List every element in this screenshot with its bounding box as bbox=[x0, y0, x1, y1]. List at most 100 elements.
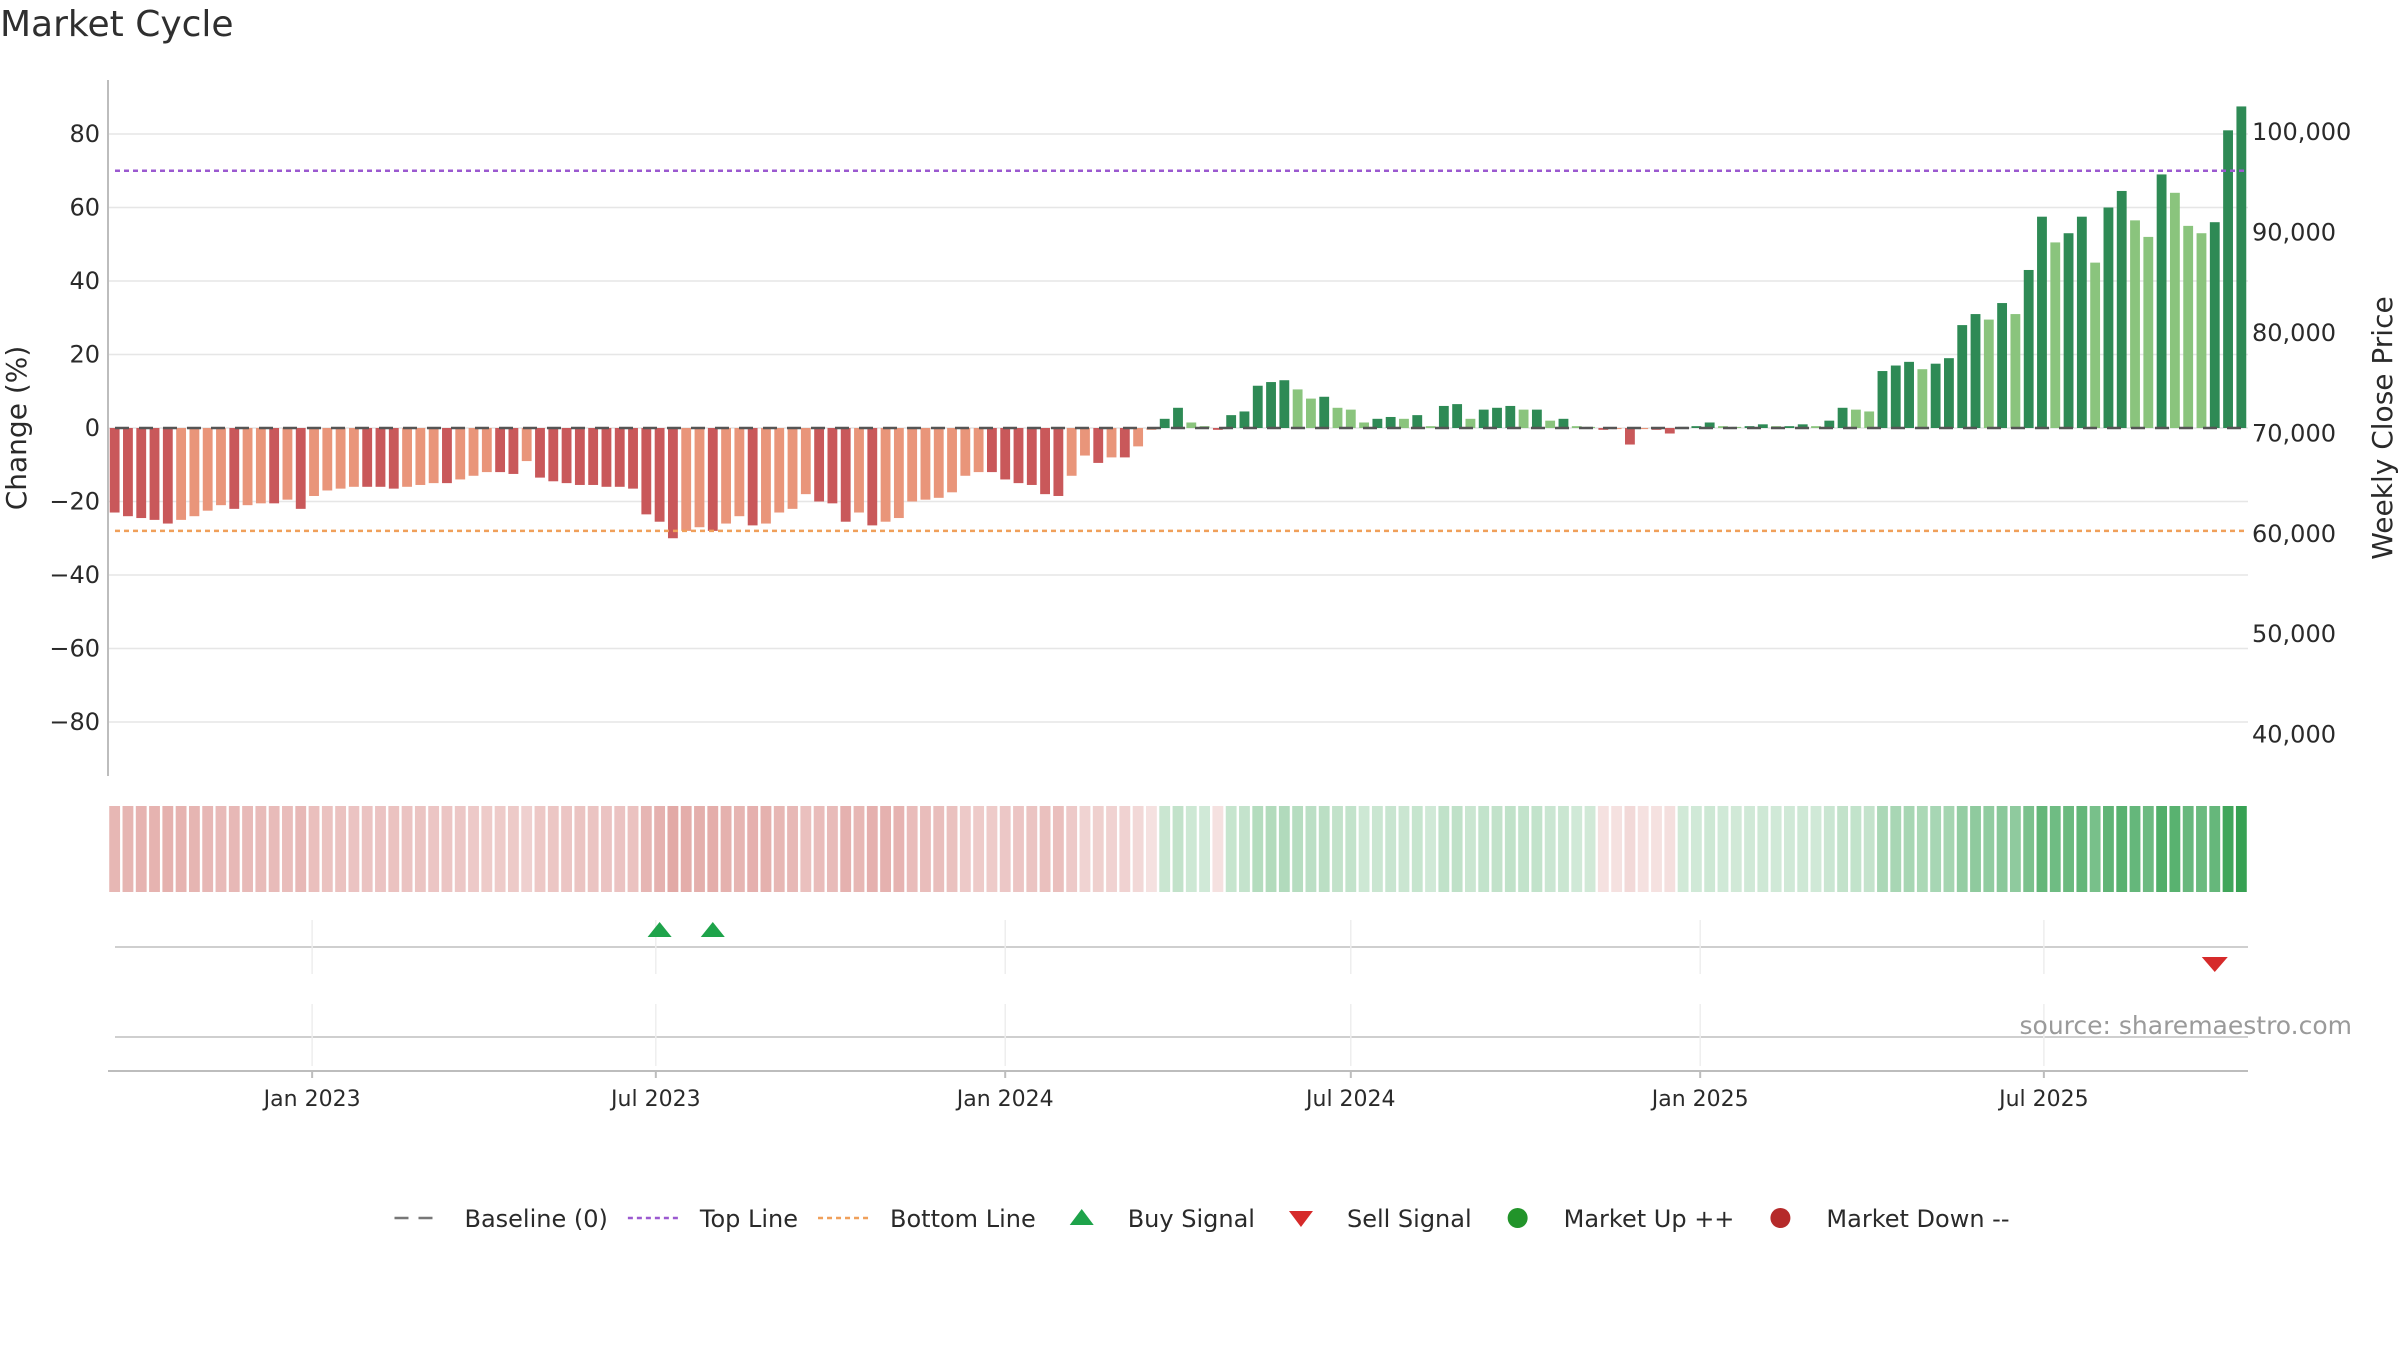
bar bbox=[1850, 409, 1861, 428]
bar bbox=[893, 428, 904, 519]
legend-label: Baseline (0) bbox=[464, 1205, 607, 1233]
strip-cell bbox=[1305, 806, 1317, 892]
strip-cell bbox=[481, 806, 493, 892]
bar bbox=[933, 428, 944, 498]
strip-cell bbox=[614, 806, 626, 892]
bar bbox=[216, 428, 226, 506]
strip-cell bbox=[282, 806, 293, 892]
bar bbox=[867, 428, 878, 526]
bar bbox=[1704, 422, 1715, 428]
bar bbox=[2090, 262, 2101, 428]
bar bbox=[1638, 428, 1649, 430]
bar bbox=[535, 428, 545, 478]
bar bbox=[428, 428, 439, 484]
bar bbox=[1465, 418, 1476, 428]
bar bbox=[920, 428, 931, 500]
strip-cell bbox=[268, 806, 280, 892]
strip-cell bbox=[1465, 806, 1476, 892]
bar bbox=[628, 428, 638, 489]
strip-cell bbox=[215, 806, 227, 892]
bar bbox=[415, 428, 426, 485]
bar bbox=[1811, 426, 1821, 428]
strip-cell bbox=[1491, 806, 1503, 892]
bar bbox=[1452, 404, 1463, 428]
strip-cell bbox=[826, 806, 838, 892]
bar bbox=[1292, 389, 1303, 428]
strip-cell bbox=[1757, 806, 1769, 892]
strip-cell bbox=[2129, 806, 2141, 892]
bar bbox=[348, 428, 359, 487]
legend-label: Top Line bbox=[699, 1205, 798, 1233]
strip-cell bbox=[1850, 806, 1862, 892]
bar bbox=[827, 428, 838, 504]
legend-buy-symbol bbox=[1069, 1209, 1094, 1225]
strip-cell bbox=[295, 806, 307, 892]
buy-signal-marker bbox=[647, 922, 672, 937]
strip-cell bbox=[1651, 806, 1662, 892]
bar bbox=[588, 428, 599, 485]
legend-label: Buy Signal bbox=[1128, 1205, 1255, 1233]
y2-tick-label: 70,000 bbox=[2252, 419, 2336, 447]
bar bbox=[1425, 426, 1436, 428]
bar bbox=[1571, 426, 1582, 428]
strip-cell bbox=[813, 806, 825, 892]
bar bbox=[907, 428, 918, 502]
bar bbox=[654, 428, 665, 522]
bar bbox=[2156, 174, 2167, 428]
strip-cell bbox=[946, 806, 958, 892]
strip-cell bbox=[1425, 806, 1436, 892]
strip-cell bbox=[1385, 806, 1397, 892]
gridlines bbox=[108, 133, 2248, 1066]
strip-cell bbox=[1265, 806, 1277, 892]
strip-cell bbox=[959, 806, 971, 892]
bar bbox=[335, 428, 346, 489]
bar bbox=[1119, 428, 1130, 458]
strip-cell bbox=[1544, 806, 1556, 892]
strip-cell bbox=[707, 806, 719, 892]
bar bbox=[149, 428, 160, 520]
strip-cell bbox=[866, 806, 878, 892]
bar bbox=[1332, 407, 1343, 428]
strip-cell bbox=[2036, 806, 2048, 892]
bar bbox=[1478, 409, 1489, 428]
strip-cell bbox=[720, 806, 732, 892]
strip-cell bbox=[1026, 806, 1038, 892]
strip-cell bbox=[2222, 806, 2234, 892]
bar bbox=[1864, 411, 1875, 428]
strip-cell bbox=[1332, 806, 1343, 892]
y2-tick-label: 80,000 bbox=[2252, 319, 2336, 347]
legend: Baseline (0) Top Line Bottom Line Buy Signa… bbox=[394, 1205, 2010, 1233]
strip-cell bbox=[853, 806, 865, 892]
y-tick-label: 80 bbox=[69, 120, 100, 148]
strip-cell bbox=[561, 806, 572, 892]
y-tick-label: 40 bbox=[69, 267, 100, 295]
strip-cell bbox=[2235, 806, 2247, 892]
bar bbox=[1664, 428, 1675, 434]
bar bbox=[1917, 369, 1928, 428]
strip-cell bbox=[1518, 806, 1530, 892]
bar bbox=[521, 428, 532, 462]
bar bbox=[309, 428, 319, 496]
bar bbox=[880, 428, 891, 522]
strip-cell bbox=[534, 806, 546, 892]
y2-tick-label: 90,000 bbox=[2252, 218, 2336, 246]
signal-markers bbox=[647, 922, 2228, 972]
bar bbox=[1252, 385, 1263, 428]
bar bbox=[721, 428, 731, 524]
strip-cell bbox=[933, 806, 945, 892]
strip-cell bbox=[986, 806, 998, 892]
bar bbox=[402, 428, 412, 487]
bar bbox=[2050, 242, 2061, 428]
strip-cell bbox=[361, 806, 373, 892]
bar bbox=[641, 428, 652, 515]
bar bbox=[1545, 420, 1556, 428]
bar bbox=[282, 428, 293, 500]
strip-cell bbox=[1943, 806, 1955, 892]
strip-cell bbox=[321, 806, 333, 892]
x-tick-label: Jul 2024 bbox=[1304, 1087, 1396, 1112]
strip-cell bbox=[202, 806, 214, 892]
bar bbox=[1944, 358, 1954, 428]
strip-cell bbox=[1558, 806, 1569, 892]
strip-cell bbox=[468, 806, 479, 892]
strip-cell bbox=[694, 806, 705, 892]
